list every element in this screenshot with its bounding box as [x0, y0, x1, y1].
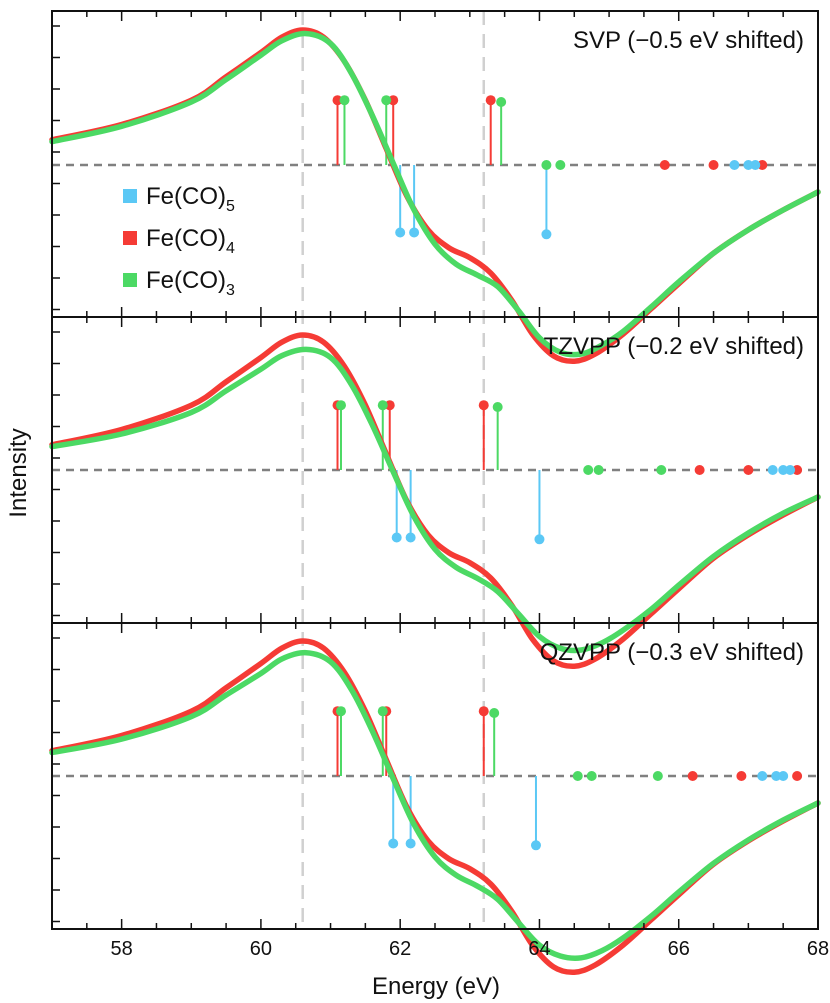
legend-swatch: [123, 273, 137, 287]
legend-item-1: Fe(CO)5: [123, 183, 235, 215]
stick-dot: [405, 838, 416, 849]
x-tick-label: 60: [250, 938, 272, 960]
baseline-dot: [767, 465, 778, 475]
panel-title: SVP (−0.5 eV shifted): [573, 27, 804, 54]
series-line-feco3: [49, 649, 821, 961]
stick-dot: [335, 706, 346, 717]
stick-dot: [339, 95, 350, 106]
stick-dot: [388, 838, 399, 849]
stick-dot: [377, 400, 388, 411]
stick-dot: [335, 400, 346, 411]
stick-dot: [377, 706, 388, 717]
baseline-dot: [757, 771, 768, 781]
baseline-dot: [792, 465, 803, 475]
series-line-feco4: [49, 638, 821, 975]
stick-dot: [478, 400, 489, 411]
baseline-dot: [694, 465, 705, 475]
baseline-dot: [729, 160, 740, 170]
baseline-dot: [708, 160, 719, 170]
stick-dot: [391, 532, 402, 543]
panel-3: QZVPP (−0.3 eV shifted): [49, 622, 821, 975]
legend-swatch: [123, 231, 137, 245]
baseline-dot: [736, 771, 747, 781]
stick-dot: [332, 95, 343, 106]
baseline-dot: [687, 771, 698, 781]
x-tick-label: 66: [668, 938, 690, 960]
baseline-dot: [583, 465, 594, 475]
baseline-dot: [652, 771, 663, 781]
stick-dot: [541, 229, 552, 240]
x-axis-label: Energy (eV): [372, 973, 500, 1000]
x-axis: 58 60 62 64 66 68: [111, 938, 830, 960]
legend-label: Fe(CO)5: [146, 183, 235, 215]
x-tick-label: 62: [389, 938, 411, 960]
baseline-dot: [750, 160, 761, 170]
baseline-dot: [757, 160, 768, 170]
baseline-dot: [659, 160, 670, 170]
stick-dot: [496, 97, 507, 107]
x-tick-label: 68: [807, 938, 829, 960]
panel-title: TZVPP (−0.2 eV shifted): [544, 333, 804, 360]
baseline-dot: [656, 465, 667, 475]
stick-dot: [530, 840, 541, 851]
legend-swatch: [123, 189, 137, 203]
legend-label: Fe(CO)3: [146, 267, 235, 299]
stick-dot: [478, 706, 489, 717]
baseline-dot: [743, 465, 754, 475]
series-line-feco4: [49, 332, 821, 669]
legend-item-2: Fe(CO)4: [123, 225, 235, 257]
baseline-dot: [572, 771, 583, 781]
stick-dot: [381, 95, 392, 106]
x-tick-label: 64: [528, 938, 550, 960]
baseline-dot: [593, 465, 604, 475]
baseline-dot: [778, 771, 789, 781]
y-axis-label: Intensity: [5, 428, 32, 517]
stick-dot: [409, 227, 420, 238]
stick-dot: [405, 532, 416, 543]
baseline-dot: [541, 160, 552, 170]
stick-dot: [492, 402, 503, 412]
stick-dot: [388, 95, 399, 106]
stick-dot: [489, 708, 500, 718]
baseline-dot: [743, 160, 754, 170]
baseline-dot: [586, 771, 597, 781]
baseline-dot: [792, 771, 803, 781]
baseline-dot: [771, 771, 782, 781]
panel-1: SVP (−0.5 eV shifted): [49, 10, 821, 364]
baseline-dot: [555, 160, 566, 170]
series-line-feco3: [49, 30, 821, 358]
stick-dot: [534, 534, 545, 545]
x-tick-label: 58: [111, 938, 133, 960]
panels: SVP (−0.5 eV shifted) TZVPP (−0.2 eV shif…: [49, 10, 821, 975]
baseline-dot: [778, 465, 789, 475]
panel-2: TZVPP (−0.2 eV shifted): [49, 316, 821, 669]
legend: Fe(CO)5 Fe(CO)4 Fe(CO)3: [123, 183, 235, 299]
stick-dot: [395, 227, 406, 238]
baseline-dot: [785, 465, 796, 475]
legend-label: Fe(CO)4: [146, 225, 235, 257]
stick-dot: [384, 400, 395, 411]
panel-title: QZVPP (−0.3 eV shifted): [540, 639, 804, 666]
legend-item-3: Fe(CO)3: [123, 267, 235, 299]
stick-dot: [485, 95, 496, 106]
series-line-feco3: [49, 346, 821, 654]
